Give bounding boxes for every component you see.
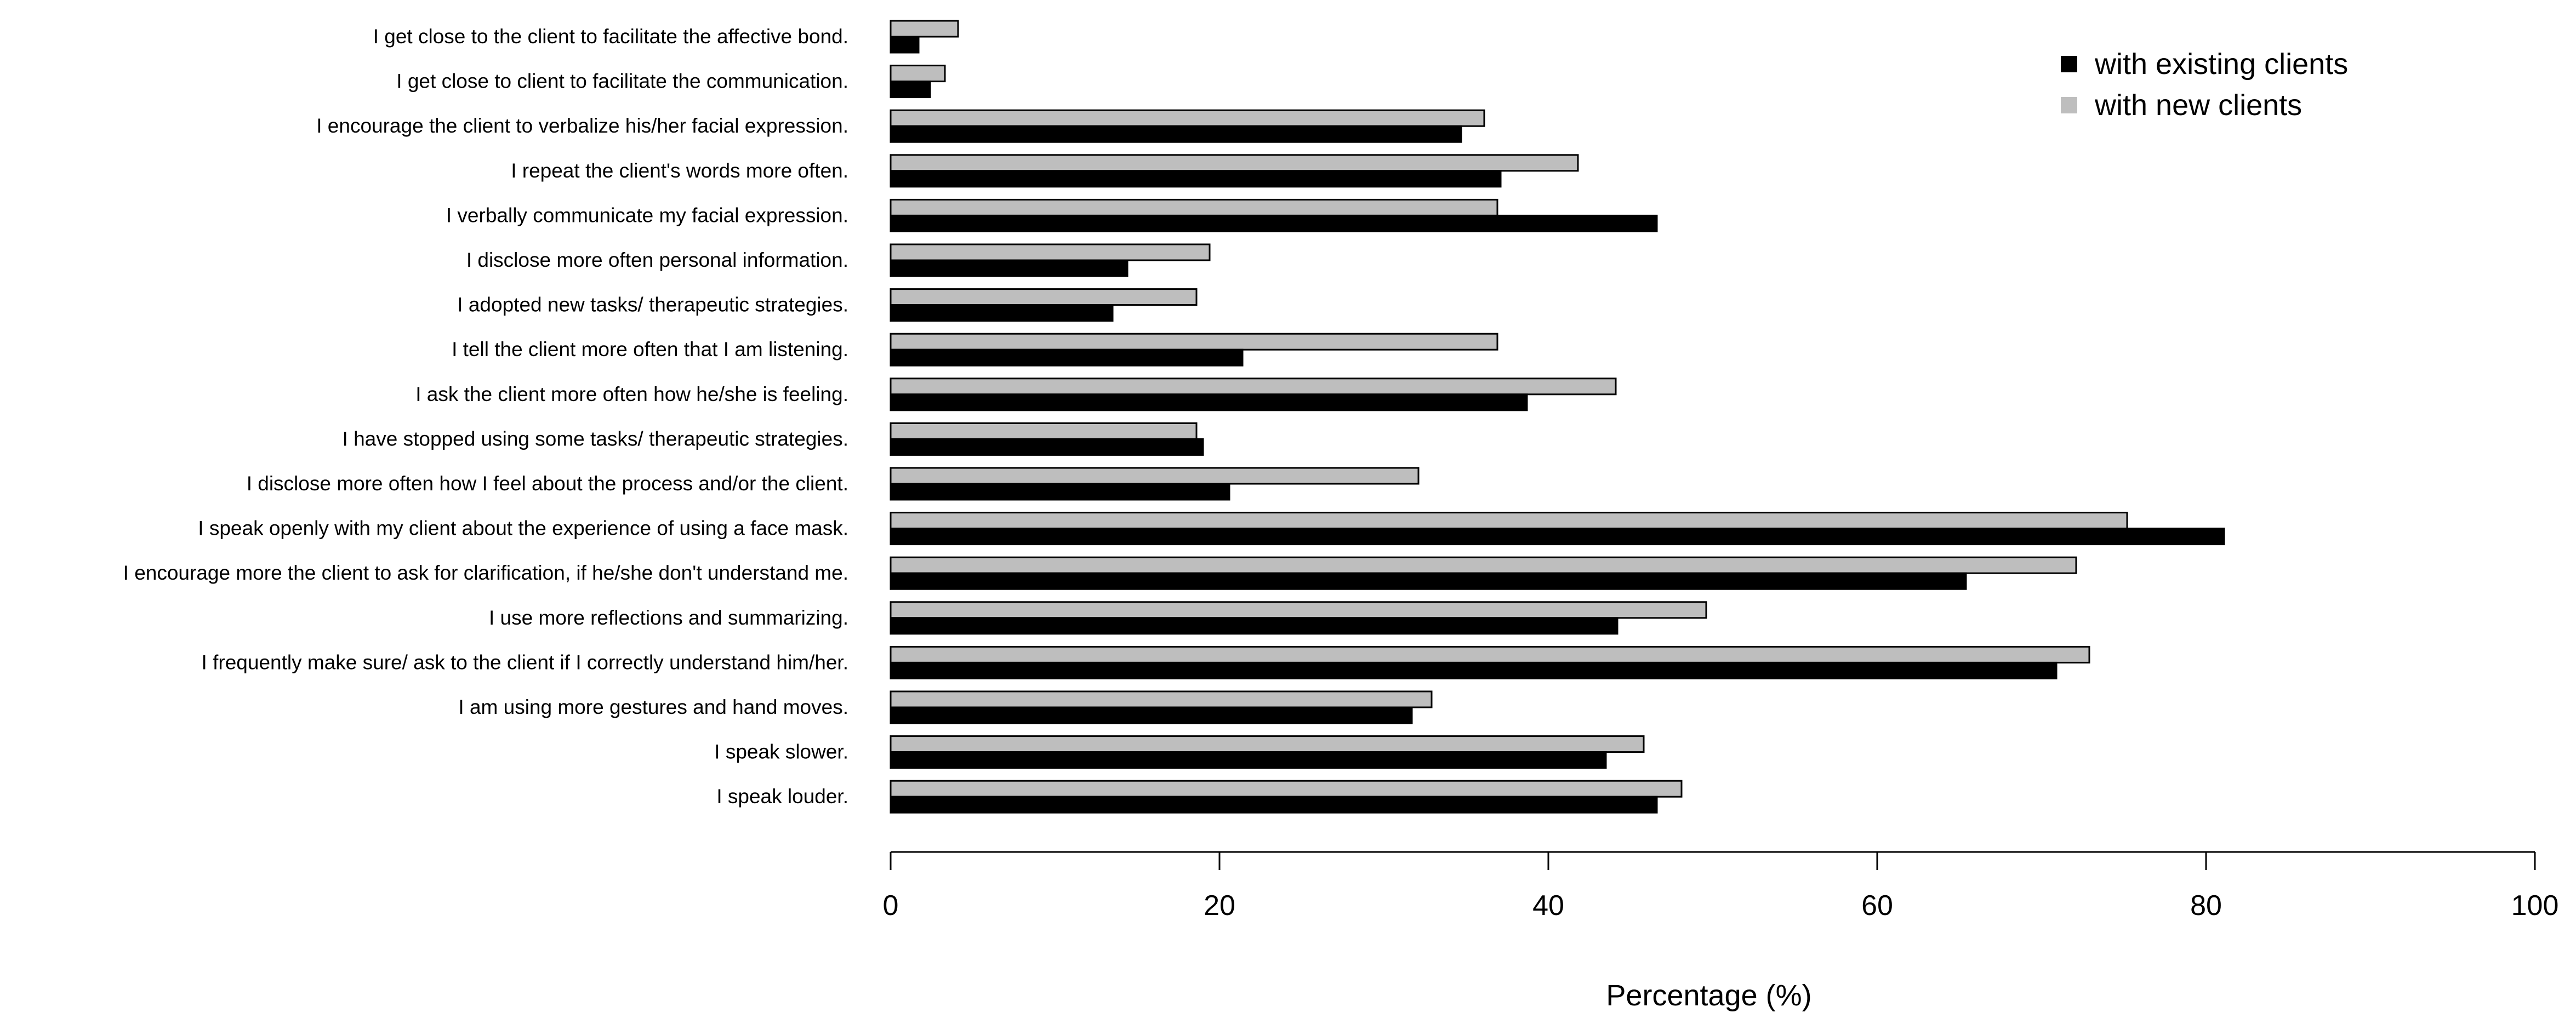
bar-existing-clients	[890, 259, 1129, 277]
legend-swatch	[2061, 97, 2077, 113]
x-tick-label: 0	[883, 890, 899, 922]
category-label: I ask the client more often how he/she i…	[415, 383, 848, 405]
bar-new-clients	[890, 154, 1579, 172]
bar-existing-clients	[890, 170, 1502, 188]
category-label: I encourage the client to verbalize his/…	[316, 115, 848, 137]
x-tick-label: 100	[2511, 890, 2559, 922]
bar-existing-clients	[890, 706, 1413, 724]
category-label: I disclose more often how I feel about t…	[247, 472, 848, 495]
bar-new-clients	[890, 780, 1683, 798]
category-label: I speak openly with my client about the …	[198, 517, 848, 540]
legend-label: with existing clients	[2094, 48, 2348, 81]
bar-new-clients	[890, 735, 1645, 753]
category-label: I am using more gestures and hand moves.	[458, 696, 848, 718]
bar-existing-clients	[890, 796, 1658, 814]
bar-new-clients	[890, 243, 1211, 261]
legend: with existing clients with new clients	[2061, 48, 2348, 122]
category-label: I frequently make sure/ ask to the clien…	[202, 651, 848, 673]
bar-existing-clients	[890, 36, 920, 54]
bar-new-clients	[890, 333, 1498, 351]
category-label: I verbally communicate my facial express…	[446, 204, 848, 226]
bar-existing-clients	[890, 528, 2225, 546]
bar-existing-clients	[890, 617, 1618, 635]
bar-existing-clients	[890, 348, 1244, 367]
category-label: I get close to the client to facilitate …	[373, 25, 848, 48]
x-axis: 0 20 40 60 80 100	[883, 851, 2559, 922]
bar-existing-clients	[890, 393, 1528, 411]
category-label: I encourage more the client to ask for c…	[123, 562, 848, 584]
bar-existing-clients	[890, 572, 1967, 590]
x-tick-label: 20	[1204, 890, 1235, 922]
bar-existing-clients	[890, 304, 1114, 322]
bar-new-clients	[890, 467, 1420, 485]
bar-existing-clients	[890, 214, 1658, 232]
bar-new-clients	[890, 690, 1433, 708]
bar-new-clients	[890, 422, 1198, 440]
x-tick-label: 80	[2190, 890, 2222, 922]
bar-existing-clients	[890, 751, 1607, 769]
category-label: I speak slower.	[714, 741, 848, 763]
category-label: I get close to client to facilitate the …	[396, 70, 848, 93]
category-label: I have stopped using some tasks/ therape…	[343, 427, 848, 450]
bar-new-clients	[890, 556, 2077, 574]
category-label: I disclose more often personal informati…	[466, 249, 848, 271]
legend-swatch	[2061, 56, 2077, 72]
bar-new-clients	[890, 20, 959, 38]
bar-new-clients	[890, 198, 1498, 216]
x-axis-title: Percentage (%)	[1606, 979, 1811, 1012]
bar-new-clients	[890, 288, 1198, 306]
bars-layer	[890, 20, 2225, 814]
bar-new-clients	[890, 601, 1707, 619]
x-tick-label: 40	[1532, 890, 1564, 922]
bar-new-clients	[890, 109, 1485, 127]
legend-label: with new clients	[2094, 89, 2302, 122]
bar-existing-clients	[890, 483, 1230, 501]
bar-new-clients	[890, 377, 1617, 396]
bar-new-clients	[890, 645, 2090, 663]
category-label: I tell the client more often that I am l…	[452, 338, 848, 361]
bar-new-clients	[890, 512, 2128, 530]
bar-existing-clients	[890, 438, 1204, 456]
category-label: I use more reflections and summarizing.	[489, 607, 848, 629]
bar-existing-clients	[890, 125, 1462, 143]
category-labels: I get close to the client to facilitate …	[123, 25, 848, 808]
bar-existing-clients	[890, 81, 931, 99]
x-tick-label: 60	[1861, 890, 1893, 922]
bar-existing-clients	[890, 661, 2058, 679]
category-label: I adopted new tasks/ therapeutic strateg…	[457, 294, 848, 316]
category-label: I speak louder.	[716, 785, 848, 808]
bar-new-clients	[890, 65, 946, 83]
category-label: I repeat the client's words more often.	[511, 159, 848, 182]
